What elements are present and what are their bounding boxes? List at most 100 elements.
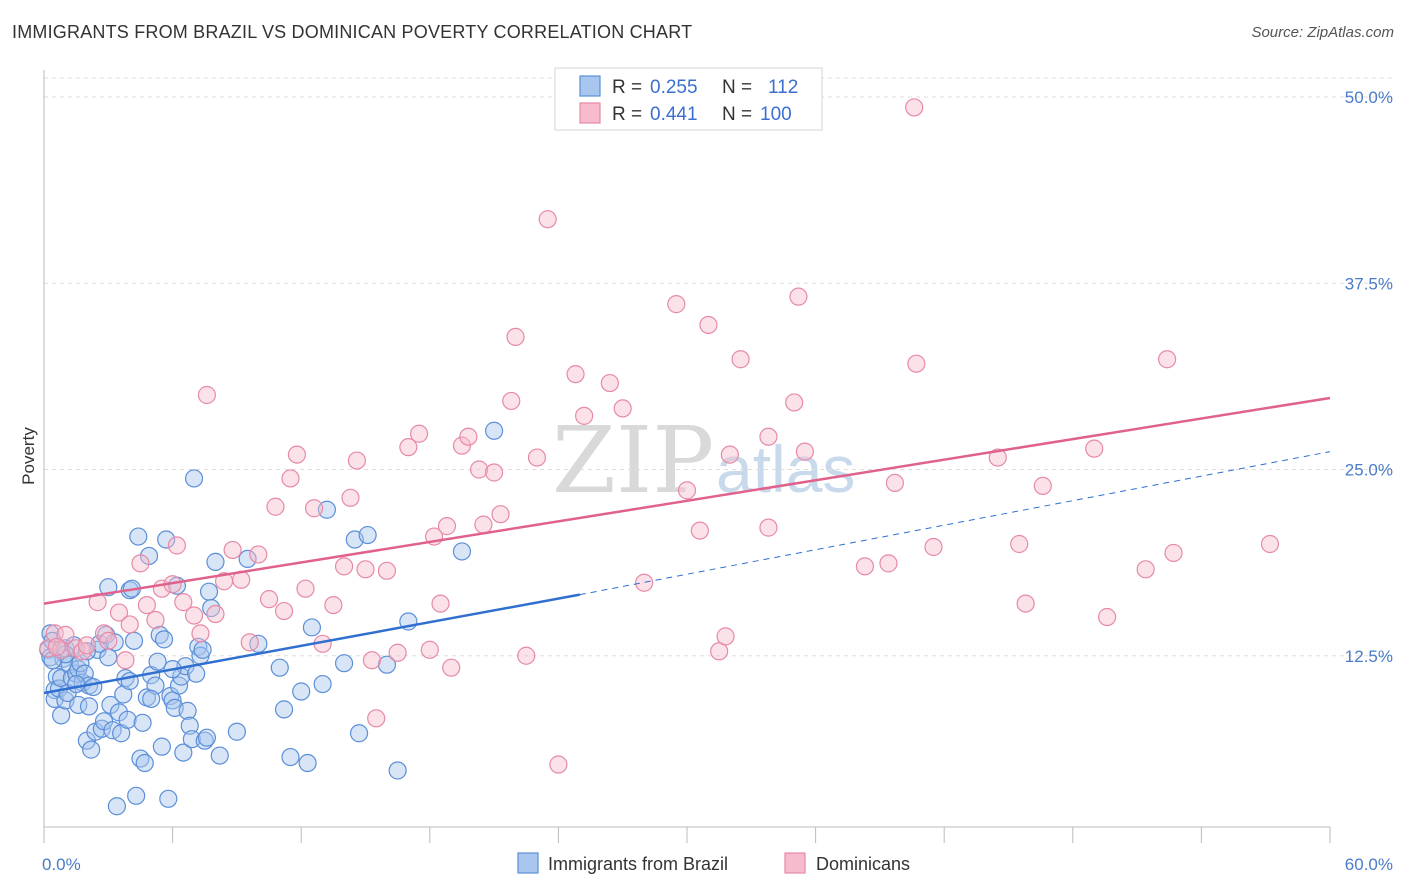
point-dominicans-61	[517, 646, 536, 665]
point-brazil-83	[210, 746, 229, 765]
point-dominicans-91	[1016, 594, 1035, 613]
legend-n-value-2: 100	[760, 104, 792, 125]
point-brazil-102	[452, 542, 472, 561]
point-dominicans-56	[474, 515, 493, 534]
point-brazil-56	[148, 652, 167, 671]
point-brazil-91	[298, 753, 317, 773]
point-dominicans-20	[184, 606, 204, 625]
point-brazil-47	[127, 786, 146, 805]
y-tick-label-3: 50.0%	[1345, 88, 1393, 107]
point-dominicans-53	[452, 436, 472, 455]
trend-lines	[43, 396, 1331, 695]
bottom-legend-label-brazil: Immigrants from Brazil	[548, 854, 728, 874]
point-dominicans-45	[388, 643, 407, 662]
point-dominicans-13	[131, 554, 150, 573]
bottom-legend-swatch-dominicans	[784, 852, 806, 874]
point-dominicans-9	[99, 631, 118, 650]
point-dominicans-71	[677, 481, 697, 500]
point-dominicans-33	[287, 445, 307, 464]
point-brazil-46	[124, 631, 144, 650]
point-brazil-111	[67, 674, 86, 694]
chart-title: IMMIGRANTS FROM BRAZIL VS DOMINICAN POVE…	[12, 22, 693, 42]
point-dominicans-57	[485, 463, 504, 482]
point-dominicans-97	[1164, 543, 1183, 563]
point-dominicans-77	[731, 350, 750, 369]
bottom-legend-label-dominicans: Dominicans	[816, 854, 910, 874]
point-dominicans-28	[249, 545, 268, 564]
point-dominicans-40	[347, 451, 367, 470]
point-dominicans-99	[47, 637, 66, 656]
point-dominicans-66	[575, 406, 594, 425]
point-dominicans-85	[885, 473, 905, 493]
grid	[44, 77, 1392, 657]
point-brazil-55	[146, 676, 165, 695]
point-dominicans-30	[266, 497, 285, 516]
series-dominicans-points	[39, 98, 1280, 774]
point-dominicans-50	[431, 594, 450, 613]
point-dominicans-27	[240, 633, 259, 652]
point-dominicans-82	[795, 442, 814, 461]
trend-line-brazil	[43, 593, 581, 695]
legend-r-value-2: 0.441	[650, 104, 698, 125]
point-dominicans-55	[469, 460, 489, 479]
y-tick-label-1: 25.0%	[1345, 461, 1393, 480]
legend-swatch-brazil	[579, 75, 601, 97]
source-credit: Source: ZipAtlas.com	[1251, 24, 1394, 41]
legend-r-value-1: 0.255	[650, 77, 698, 98]
point-dominicans-88	[924, 537, 943, 557]
legend-r-label-1: R =	[612, 77, 642, 98]
watermark-atlas: atlas	[716, 432, 855, 506]
series-brazil-points	[39, 421, 504, 816]
point-dominicans-15	[146, 610, 165, 630]
point-dominicans-84	[879, 554, 898, 573]
point-brazil-61	[159, 789, 178, 808]
point-brazil-84	[227, 722, 246, 741]
point-brazil-89	[281, 747, 300, 767]
point-dominicans-11	[116, 651, 135, 670]
point-brazil-68	[174, 743, 193, 762]
watermark: ZIP atlas	[552, 407, 855, 514]
legend-swatch-dominicans	[579, 102, 601, 124]
x-tick-label-0: 0.0%	[42, 855, 81, 874]
x-tick-label-1: 60.0%	[1345, 855, 1393, 874]
point-brazil-92	[302, 618, 322, 637]
point-dominicans-89	[988, 448, 1007, 467]
point-dominicans-44	[377, 561, 397, 580]
point-dominicans-79	[759, 427, 778, 446]
tick-labels: 12.5% 25.0% 37.5% 50.0% 0.0% 60.0%	[42, 88, 1393, 874]
axes	[43, 70, 1331, 843]
y-tick-label-0: 12.5%	[1345, 647, 1393, 666]
point-dominicans-38	[334, 557, 354, 576]
point-dominicans-39	[341, 488, 360, 507]
point-brazil-82	[206, 552, 225, 571]
point-dominicans-64	[549, 755, 568, 774]
point-brazil-105	[77, 642, 96, 661]
point-dominicans-10	[109, 603, 129, 622]
point-brazil-24	[79, 697, 99, 716]
point-brazil-103	[485, 421, 504, 440]
point-brazil-93	[313, 674, 332, 694]
point-dominicans-96	[1158, 350, 1177, 369]
point-dominicans-42	[362, 651, 382, 670]
series-legend: Immigrants from Brazil Dominicans	[517, 852, 910, 874]
point-dominicans-86	[905, 98, 924, 117]
point-dominicans-93	[1085, 439, 1104, 458]
point-brazil-88	[274, 700, 294, 719]
point-brazil-95	[334, 654, 354, 673]
point-dominicans-54	[459, 427, 478, 446]
point-dominicans-76	[720, 445, 739, 464]
point-dominicans-92	[1033, 476, 1052, 495]
point-dominicans-37	[324, 595, 343, 615]
point-brazil-71	[180, 716, 199, 735]
point-brazil-43	[118, 710, 137, 729]
point-dominicans-22	[197, 385, 216, 405]
point-dominicans-32	[281, 469, 300, 488]
point-brazil-8	[52, 706, 71, 725]
watermark-zip: ZIP	[552, 407, 714, 514]
y-tick-label-2: 37.5%	[1345, 274, 1393, 293]
point-brazil-48	[129, 527, 148, 546]
point-brazil-99	[377, 655, 397, 674]
point-dominicans-35	[304, 499, 324, 518]
point-dominicans-48	[420, 640, 439, 659]
